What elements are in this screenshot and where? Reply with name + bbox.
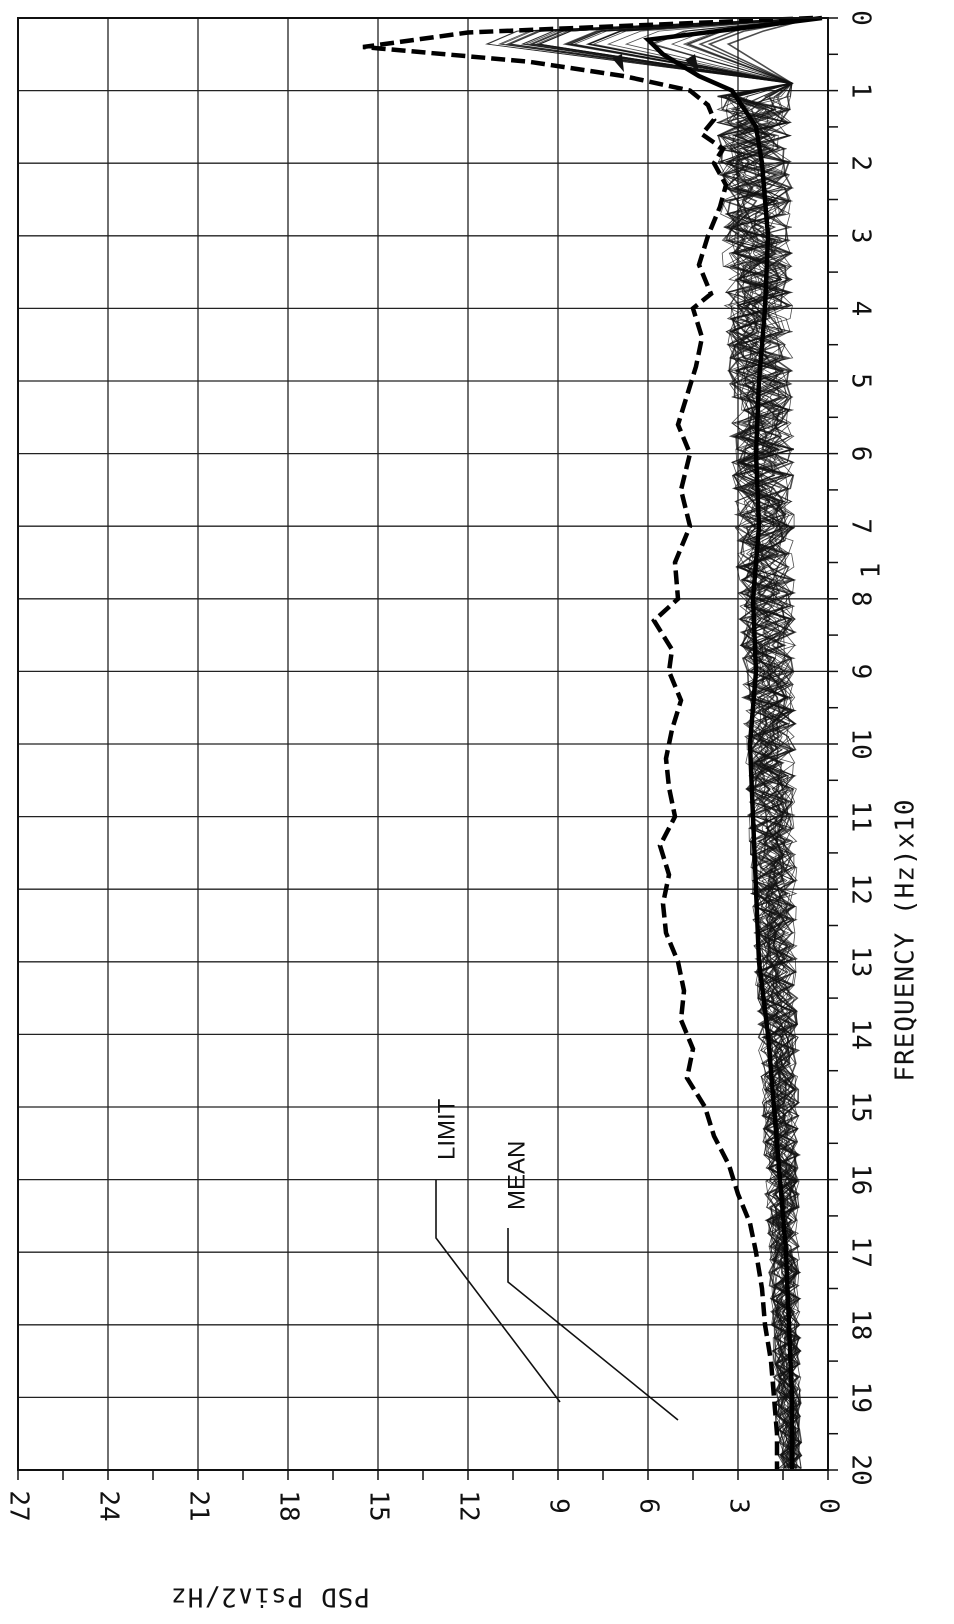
sample-trace [707,17,817,1470]
y-tick-label: 6 [634,1498,664,1514]
y-tick-label: 0 [814,1498,844,1514]
annotation-mean-arrowhead [685,54,699,73]
x-tick-label: 20 [846,1454,876,1485]
annotation-limit-leader [435,1180,561,1403]
y-tick-label: 24 [94,1490,124,1521]
x-tick-label: 15 [846,1091,876,1122]
sample-trace [565,17,817,1469]
y-tick-label: 18 [274,1490,304,1521]
x-tick-label: 6 [846,446,876,462]
x-tick-label: 12 [846,874,876,905]
y-tick-label: 9 [544,1498,574,1514]
x-tick-label: 13 [846,946,876,977]
x-tick-label: 17 [846,1237,876,1268]
x-tick-label: 3 [846,228,876,244]
y-tick-labels: 0 3 6 9 12 15 18 21 24 27 [4,1490,844,1521]
series-lines [362,15,823,1470]
sample-trace [485,17,824,1469]
x-tick-label: 11 [846,801,876,832]
annotation-mean-leader [507,1228,679,1421]
y-tick-label: 27 [4,1490,34,1521]
plot-border [17,17,829,1471]
x-tick-label: 1 [846,83,876,99]
series-line-mean [643,15,823,1470]
x-tick-label: 16 [846,1164,876,1195]
annotations: LIMIT MEAN [433,54,699,1421]
x-tick-label: 19 [846,1382,876,1413]
y-tick-label: 3 [724,1498,754,1514]
x-tick-label: 2 [846,155,876,171]
sample-trace [569,17,822,1469]
x-tick-label: 18 [846,1309,876,1340]
series-line-limit [362,15,814,1470]
annotation-mean-label: MEAN [503,1141,530,1210]
x-tick-label: 8 [846,591,876,607]
plot-frame [17,17,829,1471]
tick-marks [17,17,838,1480]
y-tick-label: 15 [364,1490,394,1521]
y-axis-title: PSD Psi∧2/Hz [170,1582,370,1612]
x-tick-label: 7 [846,518,876,534]
y-tick-label: 21 [184,1490,214,1521]
x-tick-label: 14 [846,1019,876,1050]
x-tick-label: 10 [846,728,876,759]
annotation-limit-arrowhead [612,54,624,73]
sample-trace [648,17,813,1469]
x-tick-label: 5 [846,373,876,389]
sample-trace [524,17,820,1469]
x-tick-label: 9 [846,664,876,680]
x-tick-label: 4 [846,301,876,317]
y-tick-label: 12 [454,1490,484,1521]
x-tick-label: 0 [846,10,876,26]
x-axis-title: FREQUENCY (Hz)x10 [891,798,921,1081]
x-axis-exponent: 1 [857,562,887,579]
sample-trace [682,17,819,1469]
annotation-limit-label: LIMIT [433,1098,460,1160]
